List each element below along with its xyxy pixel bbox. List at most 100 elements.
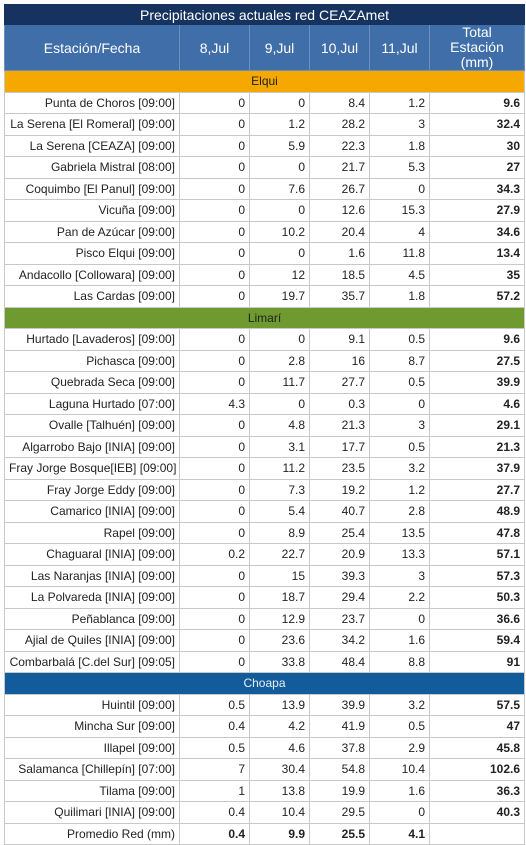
station-row: Camarico [INIA] [09:00] 0 5.4 40.7 2.8 48.9 xyxy=(4,500,525,523)
daily-value: 0 xyxy=(369,177,430,200)
station-total: 57.3 xyxy=(429,564,525,587)
daily-value: 0 xyxy=(249,328,310,351)
daily-value: 0.5 xyxy=(369,328,430,351)
station-name: Hurtado [Lavaderos] [09:00] xyxy=(4,328,180,351)
station-total: 47 xyxy=(429,715,525,738)
column-header: 10,Jul xyxy=(309,24,370,71)
daily-value: 0 xyxy=(179,478,250,501)
daily-value: 1.2 xyxy=(369,91,430,114)
daily-value: 2.9 xyxy=(369,736,430,759)
daily-value: 1 xyxy=(179,779,250,802)
daily-value: 4.2 xyxy=(249,715,310,738)
daily-value: 0 xyxy=(179,177,250,200)
section-row: Elqui xyxy=(4,70,525,93)
daily-value: 37.8 xyxy=(309,736,370,759)
daily-value: 18.7 xyxy=(249,586,310,609)
page: {"title":"Precipitaciones actuales red C… xyxy=(4,4,525,845)
daily-value: 21.3 xyxy=(309,414,370,437)
daily-value: 8.8 xyxy=(369,650,430,673)
station-total: 57.5 xyxy=(429,693,525,716)
daily-value: 11.8 xyxy=(369,242,430,265)
daily-value: 13.8 xyxy=(249,779,310,802)
daily-value: 15.3 xyxy=(369,199,430,222)
station-row: Pisco Elqui [09:00] 0 0 1.6 11.8 13.4 xyxy=(4,242,525,265)
station-row: Andacollo [Collowara] [09:00] 0 12 18.5 4.5 3… xyxy=(4,263,525,286)
daily-value: 0 xyxy=(179,500,250,523)
station-row: Peñablanca [09:00] 0 12.9 23.7 0 36.6 xyxy=(4,607,525,630)
daily-value: 4.5 xyxy=(369,263,430,286)
column-header: 11,Jul xyxy=(369,24,430,71)
daily-value: 0 xyxy=(369,801,430,824)
station-row: Pichasca [09:00] 0 2.8 16 8.7 27.5 xyxy=(4,349,525,372)
station-total: 36.3 xyxy=(429,779,525,802)
station-name: Quilimari [INIA] [09:00] xyxy=(4,801,180,824)
daily-value: 0 xyxy=(179,134,250,157)
daily-value: 0 xyxy=(179,113,250,136)
station-name: Pan de Azúcar [09:00] xyxy=(4,220,180,243)
daily-value: 28.2 xyxy=(309,113,370,136)
daily-value: 10.4 xyxy=(369,758,430,781)
daily-value: 16 xyxy=(309,349,370,372)
station-name: Tilama [09:00] xyxy=(4,779,180,802)
daily-value: 0 xyxy=(249,91,310,114)
station-row: Las Naranjas [INIA] [09:00] 0 15 39.3 3 57.3 xyxy=(4,564,525,587)
station-name: La Serena [El Romeral] [09:00] xyxy=(4,113,180,136)
daily-value: 2.8 xyxy=(369,500,430,523)
station-name: Fray Jorge Eddy [09:00] xyxy=(4,478,180,501)
station-row: Illapel [09:00] 0.5 4.6 37.8 2.9 45.8 xyxy=(4,736,525,759)
station-total: 27.9 xyxy=(429,199,525,222)
station-name: Las Naranjas [INIA] [09:00] xyxy=(4,564,180,587)
station-name: Fray Jorge Bosque[IEB] [09:00] xyxy=(4,457,180,480)
daily-value: 19.9 xyxy=(309,779,370,802)
average-value: 25.5 xyxy=(309,822,370,845)
daily-value: 0.5 xyxy=(369,435,430,458)
station-total: 36.6 xyxy=(429,607,525,630)
daily-value: 8.9 xyxy=(249,521,310,544)
station-row: Algarrobo Bajo [INIA] [09:00] 0 3.1 17.7 0.5… xyxy=(4,435,525,458)
daily-value: 39.3 xyxy=(309,564,370,587)
daily-value: 0 xyxy=(179,371,250,394)
section-name: Limarí xyxy=(4,306,525,329)
daily-value: 2.8 xyxy=(249,349,310,372)
daily-value: 23.5 xyxy=(309,457,370,480)
daily-value: 0 xyxy=(179,435,250,458)
station-total: 21.3 xyxy=(429,435,525,458)
station-total: 102.6 xyxy=(429,758,525,781)
station-name: Camarico [INIA] [09:00] xyxy=(4,500,180,523)
station-total: 30 xyxy=(429,134,525,157)
daily-value: 0 xyxy=(179,220,250,243)
section-name: Elqui xyxy=(4,70,525,93)
daily-value: 0 xyxy=(179,156,250,179)
daily-value: 0 xyxy=(249,392,310,415)
daily-value: 0.5 xyxy=(179,736,250,759)
station-row: Chaguaral [INIA] [09:00] 0.2 22.7 20.9 13.3 5… xyxy=(4,543,525,566)
station-total: 9.6 xyxy=(429,91,525,114)
daily-value: 0 xyxy=(369,392,430,415)
daily-value: 35.7 xyxy=(309,285,370,308)
station-name: Rapel [09:00] xyxy=(4,521,180,544)
station-name: Pichasca [09:00] xyxy=(4,349,180,372)
daily-value: 17.7 xyxy=(309,435,370,458)
station-name: Vicuña [09:00] xyxy=(4,199,180,222)
station-name: Pisco Elqui [09:00] xyxy=(4,242,180,265)
daily-value: 4.3 xyxy=(179,392,250,415)
daily-value: 4.6 xyxy=(249,736,310,759)
daily-value: 27.7 xyxy=(309,371,370,394)
station-total: 40.3 xyxy=(429,801,525,824)
daily-value: 0.5 xyxy=(179,693,250,716)
station-total: 59.4 xyxy=(429,629,525,652)
daily-value: 0 xyxy=(179,263,250,286)
daily-value: 1.6 xyxy=(309,242,370,265)
daily-value: 12 xyxy=(249,263,310,286)
daily-value: 0 xyxy=(179,328,250,351)
station-row: Punta de Choros [09:00] 0 0 8.4 1.2 9.6 xyxy=(4,91,525,114)
column-header: 8,Jul xyxy=(179,24,250,71)
station-total: 9.6 xyxy=(429,328,525,351)
station-row: La Serena [El Romeral] [09:00] 0 1.2 28.2 3 3… xyxy=(4,113,525,136)
daily-value: 9.1 xyxy=(309,328,370,351)
station-total: 50.3 xyxy=(429,586,525,609)
empty-cell xyxy=(429,822,525,845)
daily-value: 7.3 xyxy=(249,478,310,501)
daily-value: 3.1 xyxy=(249,435,310,458)
daily-value: 1.6 xyxy=(369,779,430,802)
